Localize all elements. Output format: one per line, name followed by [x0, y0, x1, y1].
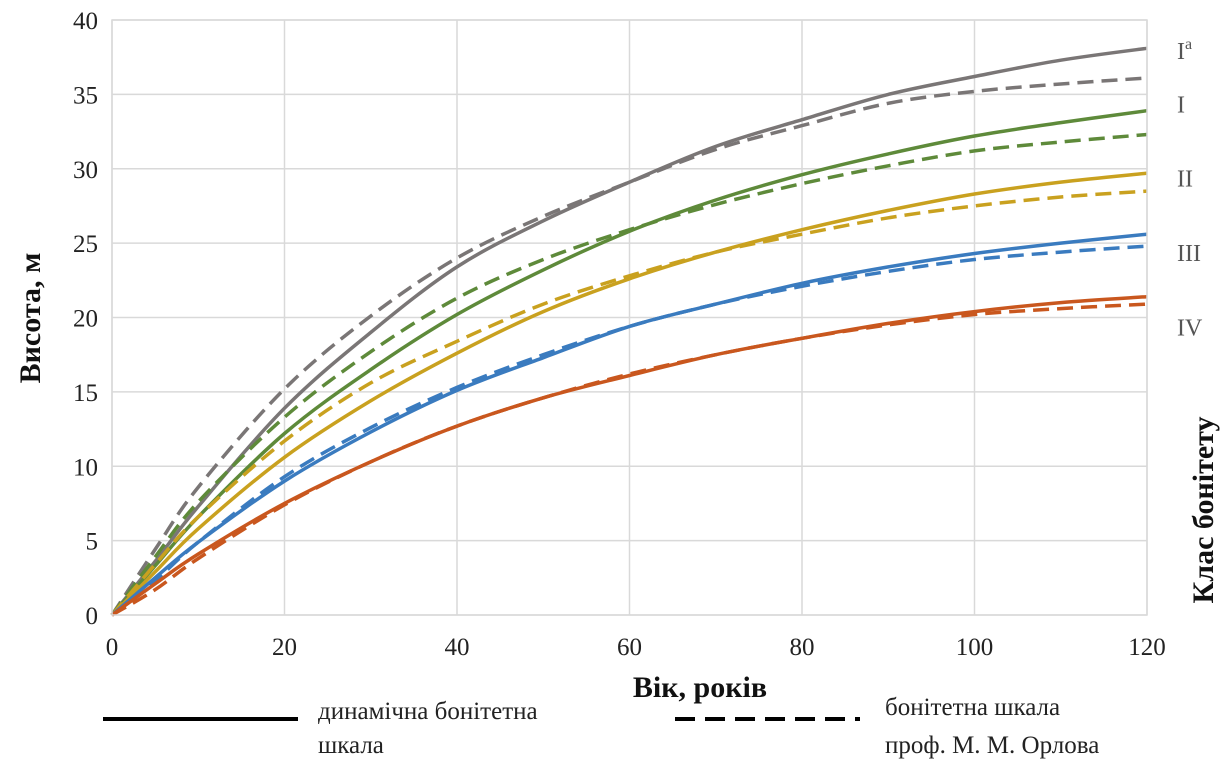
plot-area-border — [111, 19, 1148, 616]
series-orlov-2 — [110, 189, 1148, 617]
series-dynamic-1 — [110, 108, 1148, 617]
y-tick-label: 25 — [73, 231, 98, 258]
y-tick-label: 15 — [73, 380, 98, 407]
x-tick-labels: 0 20 40 60 80 100 120 — [106, 634, 1166, 661]
class-label-sup-0: а — [1185, 36, 1192, 53]
x-tick-label: 60 — [617, 634, 642, 661]
series-orlov-1 — [110, 132, 1148, 617]
class-label-2: II — [1177, 167, 1193, 193]
grid-lines — [111, 19, 1148, 616]
x-tick-label: 20 — [272, 634, 297, 661]
y-tick-label: 5 — [86, 529, 99, 556]
series-orlov-0 — [110, 76, 1148, 616]
y2-axis-title: Клас бонітету — [1187, 416, 1220, 603]
series-dynamic-4 — [110, 294, 1148, 617]
y-tick-label: 35 — [73, 82, 98, 109]
legend: динамічна бонітетна шкала бонітетна шкал… — [103, 694, 1099, 759]
y-axis-title: Висота, м — [14, 253, 47, 384]
series-dynamic-2 — [110, 171, 1148, 617]
x-tick-label: 100 — [956, 634, 994, 661]
class-label-1: I — [1177, 92, 1185, 118]
legend-dashed-label-line2: проф. М. М. Орлова — [885, 732, 1099, 759]
axes — [111, 19, 1148, 616]
x-tick-label: 0 — [106, 634, 119, 661]
series-dynamic-3 — [110, 232, 1148, 617]
class-label-4: IV — [1177, 315, 1203, 341]
series-lines — [110, 46, 1148, 617]
x-tick-label: 120 — [1128, 634, 1166, 661]
class-label-3: III — [1177, 241, 1201, 267]
y-tick-label: 0 — [86, 603, 99, 630]
y-tick-label: 10 — [73, 454, 98, 481]
class-label-0: Iа — [1177, 36, 1192, 65]
y-tick-labels: 0 5 10 15 20 25 30 35 40 — [73, 8, 98, 630]
y-tick-label: 40 — [73, 8, 98, 35]
x-tick-label: 40 — [445, 634, 470, 661]
x-axis-title: Вік, років — [633, 671, 767, 704]
legend-solid-label-line2: шкала — [318, 732, 384, 759]
y-tick-label: 30 — [73, 157, 98, 184]
x-tick-label: 80 — [790, 634, 815, 661]
y-tick-label: 20 — [73, 306, 98, 333]
legend-solid-label-line1: динамічна бонітетна — [318, 698, 538, 725]
legend-dashed-label-line1: бонітетна шкала — [885, 694, 1060, 721]
